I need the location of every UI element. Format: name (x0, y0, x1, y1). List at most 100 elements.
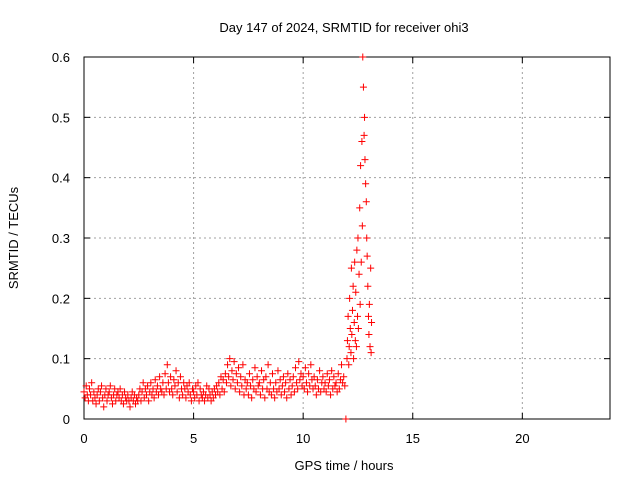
data-point (251, 364, 259, 372)
data-point (351, 337, 359, 345)
data-point (90, 388, 98, 396)
data-point (346, 325, 354, 332)
data-point (163, 361, 171, 369)
data-point (313, 376, 321, 384)
data-point (304, 388, 312, 396)
data-point (168, 385, 176, 393)
data-point (341, 382, 349, 390)
data-point (364, 282, 372, 290)
data-point (98, 382, 106, 390)
data-point (366, 343, 374, 351)
data-point (124, 391, 132, 399)
data-point (267, 391, 275, 399)
y-tick-label: 0 (63, 412, 70, 427)
data-point (331, 382, 339, 390)
data-point (225, 373, 233, 381)
data-point (342, 415, 350, 423)
data-point (278, 382, 286, 390)
data-point (364, 312, 372, 320)
data-point (307, 361, 315, 369)
data-point (220, 388, 228, 396)
data-point (232, 370, 240, 378)
data-point (335, 385, 343, 393)
data-point (276, 376, 284, 384)
data-point (283, 394, 291, 402)
data-point (363, 252, 371, 260)
data-point (358, 222, 366, 230)
grid-lines (84, 57, 610, 419)
data-point (279, 373, 287, 381)
data-point (340, 373, 348, 381)
x-tick-label: 15 (406, 431, 420, 446)
data-point (87, 391, 95, 399)
data-point (274, 367, 282, 375)
data-point (353, 246, 361, 254)
data-point (291, 364, 299, 372)
data-point (350, 355, 358, 363)
data-point (150, 394, 158, 402)
data-point (311, 382, 319, 390)
data-point (252, 388, 260, 396)
data-point (324, 382, 332, 390)
axis-ticks: 0 0.1 0.2 0.3 0.4 0.5 0.6 0 5 10 15 20 (52, 50, 610, 446)
data-point (367, 264, 375, 272)
data-point (321, 379, 329, 387)
data-point (96, 388, 104, 396)
data-point (275, 385, 283, 393)
data-point (187, 397, 195, 405)
data-point (262, 373, 270, 381)
y-tick-label: 0.6 (52, 50, 70, 65)
data-point (224, 361, 232, 369)
data-point (362, 180, 370, 188)
data-point (338, 361, 346, 369)
data-point (277, 391, 285, 399)
data-point (312, 391, 320, 399)
data-point (169, 391, 177, 399)
data-point (235, 364, 243, 372)
data-point (233, 379, 241, 387)
data-point (92, 400, 100, 408)
data-point (349, 282, 357, 290)
data-point (316, 367, 324, 375)
data-points (80, 53, 376, 423)
data-point (100, 403, 108, 411)
data-point (322, 388, 330, 396)
data-point (145, 397, 153, 405)
data-point (186, 391, 194, 399)
data-point (348, 306, 356, 314)
data-point (170, 376, 178, 384)
data-point (365, 300, 373, 308)
data-point (119, 400, 127, 408)
data-point (290, 388, 298, 396)
data-point (196, 385, 204, 393)
data-point (268, 370, 276, 378)
data-point (272, 379, 280, 387)
x-tick-label: 0 (80, 431, 87, 446)
data-point (363, 234, 371, 242)
data-point (281, 388, 289, 396)
data-point (334, 370, 342, 378)
data-point (352, 288, 360, 296)
data-point (368, 318, 376, 326)
data-point (355, 270, 363, 278)
data-point (245, 370, 253, 378)
data-point (248, 394, 256, 402)
data-point (160, 391, 168, 399)
data-point (167, 373, 175, 381)
data-point (221, 370, 229, 378)
data-point (348, 331, 356, 339)
data-point (358, 137, 366, 145)
data-point (156, 373, 164, 381)
data-point (151, 376, 159, 384)
data-point (253, 373, 261, 381)
data-point (95, 397, 103, 405)
data-point (351, 258, 359, 266)
data-point (236, 388, 244, 396)
data-point (239, 361, 247, 369)
data-point (161, 370, 169, 378)
data-point (106, 382, 114, 390)
data-point (243, 379, 251, 387)
data-point (121, 388, 129, 396)
data-point (344, 312, 352, 320)
data-point (144, 382, 152, 390)
